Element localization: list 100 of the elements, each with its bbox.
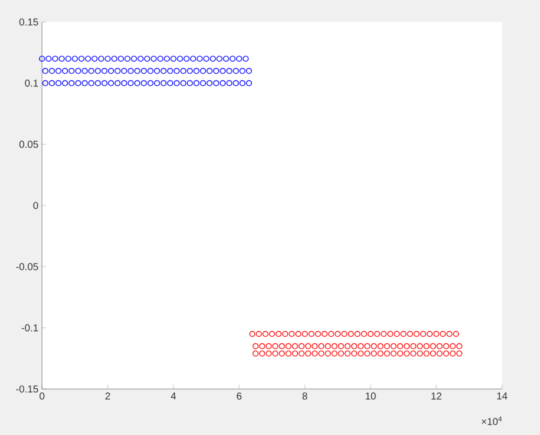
- point: [167, 68, 174, 74]
- point: [361, 330, 368, 337]
- point: [160, 80, 167, 86]
- point: [104, 56, 111, 62]
- point: [203, 56, 210, 62]
- point: [397, 350, 404, 357]
- point: [88, 80, 94, 86]
- point: [193, 68, 200, 74]
- point: [338, 343, 344, 350]
- point: [131, 56, 138, 62]
- point: [433, 330, 440, 337]
- point: [210, 56, 216, 62]
- point: [134, 80, 140, 86]
- point: [344, 350, 351, 357]
- point: [154, 80, 160, 86]
- point: [46, 56, 52, 62]
- x-tick-label: 12: [431, 392, 442, 400]
- point: [190, 56, 196, 62]
- point: [65, 56, 72, 62]
- point: [213, 68, 220, 74]
- point: [285, 343, 292, 350]
- point: [98, 56, 104, 62]
- point: [354, 330, 360, 337]
- x-tick-label: 0: [40, 392, 44, 400]
- point: [252, 343, 259, 350]
- point: [430, 350, 436, 357]
- point: [390, 343, 397, 350]
- point: [140, 80, 147, 86]
- point: [384, 350, 390, 357]
- point: [414, 330, 420, 337]
- point: [380, 330, 387, 337]
- point: [259, 350, 266, 357]
- point: [85, 56, 92, 62]
- text: ×10$^{4}$: [482, 416, 502, 426]
- point: [266, 350, 272, 357]
- point: [269, 330, 276, 337]
- x-tick-label: 8: [302, 392, 308, 400]
- point: [239, 68, 246, 74]
- point: [48, 80, 55, 86]
- point: [456, 343, 462, 350]
- point: [328, 330, 334, 337]
- point: [312, 350, 318, 357]
- point: [226, 68, 232, 74]
- point: [246, 80, 252, 86]
- point: [75, 68, 82, 74]
- point: [298, 343, 305, 350]
- point: [213, 80, 220, 86]
- point: [55, 68, 62, 74]
- point: [68, 80, 75, 86]
- point: [370, 343, 377, 350]
- point: [121, 80, 128, 86]
- point: [450, 343, 456, 350]
- point: [334, 330, 341, 337]
- point: [266, 343, 272, 350]
- point: [364, 343, 370, 350]
- point: [174, 68, 180, 74]
- point: [423, 350, 430, 357]
- point: [78, 56, 84, 62]
- point: [315, 330, 322, 337]
- point: [121, 68, 128, 74]
- point: [282, 330, 288, 337]
- point: [456, 350, 462, 357]
- point: [52, 56, 58, 62]
- point: [114, 68, 121, 74]
- point: [170, 56, 176, 62]
- point: [92, 56, 98, 62]
- point: [242, 56, 249, 62]
- point: [180, 80, 186, 86]
- point: [305, 343, 312, 350]
- point: [358, 350, 364, 357]
- point: [324, 350, 331, 357]
- point: [114, 80, 121, 86]
- point: [305, 350, 312, 357]
- point: [220, 80, 226, 86]
- point: [440, 330, 446, 337]
- point: [308, 330, 314, 337]
- point: [324, 343, 331, 350]
- point: [358, 343, 364, 350]
- point: [150, 56, 157, 62]
- point: [94, 68, 101, 74]
- point: [82, 80, 88, 86]
- point: [285, 350, 292, 357]
- point: [68, 68, 75, 74]
- point: [331, 350, 338, 357]
- y-tick-label: -0.1: [22, 324, 38, 332]
- point: [430, 343, 436, 350]
- point: [377, 350, 384, 357]
- y-tick-label: -0.05: [16, 263, 38, 270]
- point: [278, 350, 285, 357]
- point: [128, 68, 134, 74]
- point: [436, 343, 443, 350]
- point: [226, 80, 232, 86]
- point: [420, 330, 426, 337]
- point: [423, 343, 430, 350]
- point: [249, 330, 256, 337]
- point: [154, 68, 160, 74]
- point: [164, 56, 170, 62]
- point: [239, 80, 246, 86]
- point: [124, 56, 130, 62]
- point: [246, 68, 252, 74]
